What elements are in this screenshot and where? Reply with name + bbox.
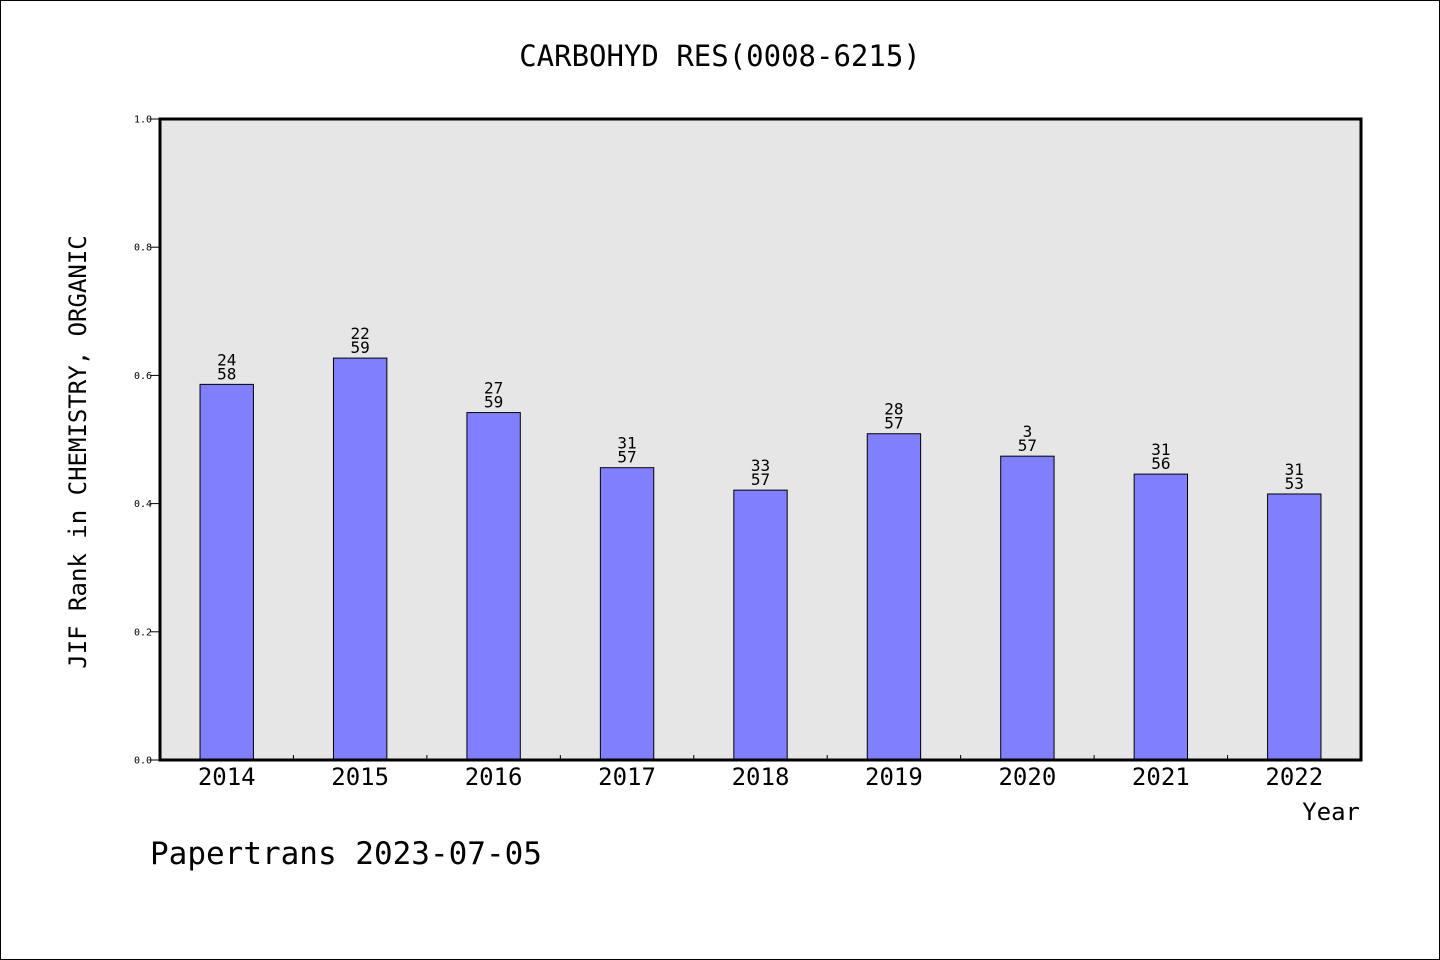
x-axis: 2014 2015 2016 2017 2018 2019 2020 2021 2022 <box>198 755 1323 791</box>
x-tick-label: 2018 <box>732 763 790 791</box>
x-tick-label: 2015 <box>331 763 389 791</box>
bar-2020 <box>1000 455 1055 761</box>
x-tick-label: 2020 <box>998 763 1056 791</box>
bar-total-label: 57 <box>884 414 903 433</box>
x-tick-label: 2021 <box>1132 763 1190 791</box>
x-axis-label: Year <box>1302 798 1360 826</box>
chart-title: CARBOHYD RES(0008-6215) <box>519 39 921 73</box>
bar-total-label: 57 <box>617 448 636 467</box>
bar-rank-label: 3 <box>1023 422 1033 441</box>
bar-total-label: 59 <box>351 338 370 357</box>
bar-2015 <box>332 357 388 761</box>
bar-rank-label: 28 <box>884 400 903 419</box>
bar-rank-label: 31 <box>617 434 636 453</box>
bar-2021 <box>1133 473 1189 761</box>
bar-total-label: 57 <box>751 470 770 489</box>
y-tick-label: 0.4 <box>134 499 152 510</box>
bar-total-label: 56 <box>1151 454 1170 473</box>
bar-rank-label: 31 <box>1285 460 1304 479</box>
x-tick-label: 2017 <box>598 763 656 791</box>
bar-rank-label: 24 <box>217 350 236 369</box>
x-tick-label: 2022 <box>1265 763 1323 791</box>
bar-2018 <box>733 489 788 761</box>
bar-2017 <box>599 467 655 761</box>
bar-total-label: 58 <box>217 364 236 383</box>
bar-total-label: 59 <box>484 393 503 412</box>
y-tick-label: 1.0 <box>134 115 152 126</box>
bar-total-label: 57 <box>1018 436 1037 455</box>
y-axis: 0.0 0.2 0.4 0.6 0.8 1.0 <box>134 115 160 767</box>
bar-2016 <box>466 412 521 761</box>
footer-credit: Papertrans 2023-07-05 <box>150 836 542 872</box>
y-tick-label: 0.0 <box>134 756 152 767</box>
bar-rank-label: 33 <box>751 456 770 475</box>
y-tick-label: 0.6 <box>134 371 152 382</box>
bar-total-label: 53 <box>1285 474 1304 493</box>
x-tick-label: 2016 <box>465 763 523 791</box>
x-tick-label: 2019 <box>865 763 923 791</box>
bar-rank-label: 31 <box>1151 440 1170 459</box>
bar-rank-label: 22 <box>351 324 370 343</box>
bar-rank-label: 27 <box>484 379 503 398</box>
bar-2019 <box>866 433 922 761</box>
y-tick-label: 0.2 <box>134 627 152 638</box>
plot-border <box>158 117 1363 762</box>
x-tick-label: 2014 <box>198 763 256 791</box>
y-axis-label: JIF Rank in CHEMISTRY, ORGANIC <box>64 235 92 668</box>
bar-2022 <box>1267 493 1322 761</box>
bar-2014 <box>199 383 254 761</box>
y-tick-label: 0.8 <box>134 243 152 254</box>
